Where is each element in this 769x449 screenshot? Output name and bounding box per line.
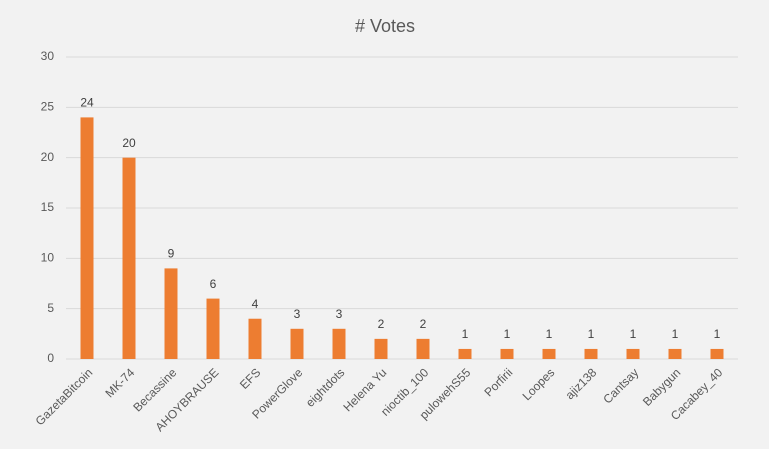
bar [584,348,598,359]
bar [374,338,388,359]
bar [122,157,136,359]
bar [416,338,430,359]
bar [542,348,556,359]
bar [164,268,178,359]
data-label: 1 [714,327,721,341]
bar [206,298,220,359]
data-label: 1 [630,327,637,341]
y-tick-label: 10 [41,251,55,265]
y-tick-label: 30 [41,49,55,63]
data-label: 1 [672,327,679,341]
bar [668,348,682,359]
data-label: 2 [420,317,427,331]
y-tick-label: 5 [47,301,54,315]
data-label: 9 [168,247,175,261]
bar [290,328,304,359]
data-label: 2 [378,317,385,331]
bar [248,318,262,359]
y-tick-label: 25 [41,100,55,114]
y-tick-label: 0 [47,351,54,365]
data-label: 20 [122,136,136,150]
y-tick-label: 20 [41,150,55,164]
data-label: 4 [252,297,259,311]
bar [626,348,640,359]
bar [710,348,724,359]
data-label: 24 [80,96,94,110]
y-tick-label: 15 [41,200,55,214]
data-label: 6 [210,277,217,291]
data-label: 1 [546,327,553,341]
bar [80,117,94,360]
data-label: 1 [462,327,469,341]
chart-title: # Votes [355,16,415,36]
bar [500,348,514,359]
data-label: 1 [588,327,595,341]
data-label: 3 [294,307,301,321]
data-label: 1 [504,327,511,341]
bar [458,348,472,359]
data-label: 3 [336,307,343,321]
bar [332,328,346,359]
